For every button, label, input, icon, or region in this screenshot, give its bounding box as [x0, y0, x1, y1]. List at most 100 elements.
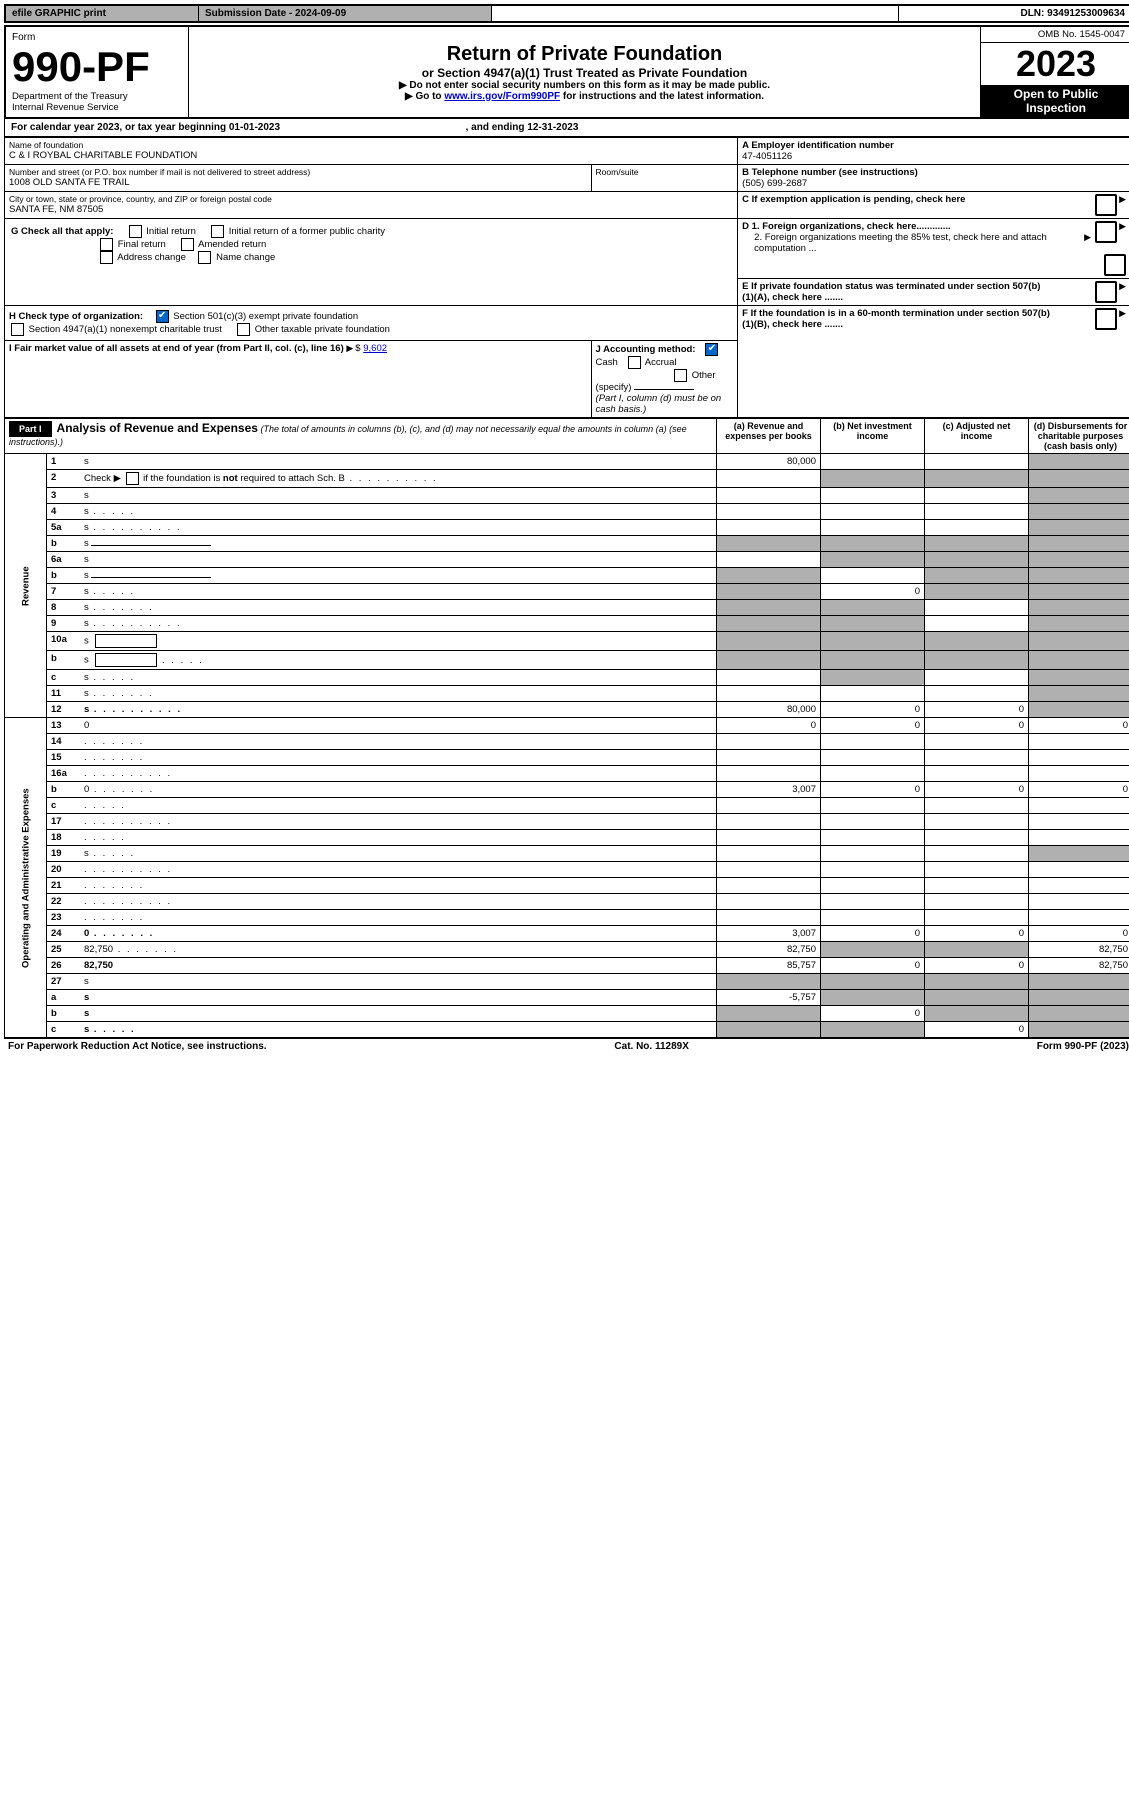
- line-no: 1: [47, 454, 81, 470]
- cell-shaded: [1029, 616, 1129, 632]
- cell-shaded: [821, 616, 925, 632]
- line-no: 23: [47, 910, 81, 926]
- fmv-link[interactable]: 9,602: [363, 343, 387, 354]
- line-no: 8: [47, 600, 81, 616]
- g-amended-cb[interactable]: [181, 238, 194, 251]
- cell-shaded: [925, 536, 1029, 552]
- line-no: 21: [47, 878, 81, 894]
- cell-shaded: [1029, 670, 1129, 686]
- h-other-cb[interactable]: [237, 323, 250, 336]
- cell-shaded: [821, 552, 925, 568]
- cell-shaded: [1029, 651, 1129, 670]
- cell-value: [717, 504, 821, 520]
- cell-value: 0: [925, 926, 1029, 942]
- cell-value: [821, 488, 925, 504]
- line-no: b: [47, 1006, 81, 1022]
- cell-value: [717, 734, 821, 750]
- cell-shaded: [925, 584, 1029, 600]
- part1-title: Analysis of Revenue and Expenses: [57, 421, 258, 435]
- form-ref: Form 990-PF (2023): [1037, 1041, 1129, 1052]
- cell-value: [821, 454, 925, 470]
- cell-value: 3,007: [717, 926, 821, 942]
- cell-value: 0: [821, 926, 925, 942]
- cell-value: 0: [821, 718, 925, 734]
- g-final-return-cb[interactable]: [100, 238, 113, 251]
- g-initial-former-cb[interactable]: [211, 225, 224, 238]
- g-initial-return-cb[interactable]: [129, 225, 142, 238]
- foundation-name: C & I ROYBAL CHARITABLE FOUNDATION: [9, 150, 733, 161]
- irs-link[interactable]: www.irs.gov/Form990PF: [444, 91, 560, 102]
- cell-value: [1029, 814, 1129, 830]
- cell-shaded: [1029, 568, 1129, 584]
- g-address-change-cb[interactable]: [100, 251, 113, 264]
- cell-shaded: [1029, 488, 1129, 504]
- h-501c3-cb[interactable]: ✔: [156, 310, 169, 323]
- line-no: 5a: [47, 520, 81, 536]
- cell-value: [925, 750, 1029, 766]
- cell-value: [717, 910, 821, 926]
- cell-value: 0: [925, 782, 1029, 798]
- cell-value: [1029, 862, 1129, 878]
- j-accrual-cb[interactable]: [628, 356, 641, 369]
- cell-value: 0: [821, 702, 925, 718]
- line-desc: s: [80, 1022, 717, 1038]
- g-label: G Check all that apply:: [11, 226, 113, 237]
- line-no: 14: [47, 734, 81, 750]
- cell-shaded: [1029, 1006, 1129, 1022]
- dln: DLN: 93491253009634: [899, 5, 1129, 22]
- line-no: b: [47, 536, 81, 552]
- efile-print-btn[interactable]: efile GRAPHIC print: [5, 5, 199, 22]
- d2-checkbox[interactable]: [1104, 254, 1126, 276]
- addr-label: Number and street (or P.O. box number if…: [9, 167, 587, 177]
- cell-value: [717, 830, 821, 846]
- cell-value: 0: [1029, 718, 1129, 734]
- j-label: J Accounting method:: [596, 344, 696, 355]
- name-label: Name of foundation: [9, 140, 733, 150]
- cell-shaded: [1029, 470, 1129, 488]
- line-no: a: [47, 990, 81, 1006]
- cell-shaded: [821, 942, 925, 958]
- cell-shaded: [717, 974, 821, 990]
- line-no: b: [47, 568, 81, 584]
- h-4947-cb[interactable]: [11, 323, 24, 336]
- ein-label: A Employer identification number: [742, 140, 1128, 151]
- part1-badge: Part I: [9, 421, 52, 437]
- cell-value: [821, 894, 925, 910]
- cell-value: [821, 830, 925, 846]
- cell-value: [925, 616, 1029, 632]
- ssn-note: ▶ Do not enter social security numbers o…: [195, 80, 974, 91]
- col-d-header: (d) Disbursements for charitable purpose…: [1029, 419, 1129, 454]
- j-cash-cb[interactable]: ✔: [705, 343, 718, 356]
- cell-value: [821, 814, 925, 830]
- line-desc: [80, 734, 717, 750]
- cell-shaded: [717, 632, 821, 651]
- cell-value: [717, 552, 821, 568]
- cell-value: [925, 670, 1029, 686]
- cell-value: 82,750: [717, 942, 821, 958]
- cell-shaded: [925, 568, 1029, 584]
- cell-shaded: [925, 632, 1029, 651]
- line-no: b: [47, 782, 81, 798]
- cell-value: 0: [821, 958, 925, 974]
- cell-shaded: [717, 536, 821, 552]
- line-no: 24: [47, 926, 81, 942]
- g-name-change-cb[interactable]: [198, 251, 211, 264]
- e-checkbox[interactable]: [1095, 281, 1117, 303]
- cell-value: 3,007: [717, 782, 821, 798]
- line-desc: 0: [80, 926, 717, 942]
- cell-shaded: [1029, 584, 1129, 600]
- line-no: 12: [47, 702, 81, 718]
- cell-value: [821, 862, 925, 878]
- cell-value: [1029, 734, 1129, 750]
- room-label: Room/suite: [596, 167, 734, 177]
- c-checkbox[interactable]: [1095, 194, 1117, 216]
- line-desc: s: [80, 488, 717, 504]
- line-no: 6a: [47, 552, 81, 568]
- form-number: 990-PF: [12, 43, 150, 90]
- f-checkbox[interactable]: [1095, 308, 1117, 330]
- cell-value: [717, 488, 821, 504]
- line-no: c: [47, 1022, 81, 1038]
- j-other-cb[interactable]: [674, 369, 687, 382]
- d1-checkbox[interactable]: [1095, 221, 1117, 243]
- line-desc: [80, 910, 717, 926]
